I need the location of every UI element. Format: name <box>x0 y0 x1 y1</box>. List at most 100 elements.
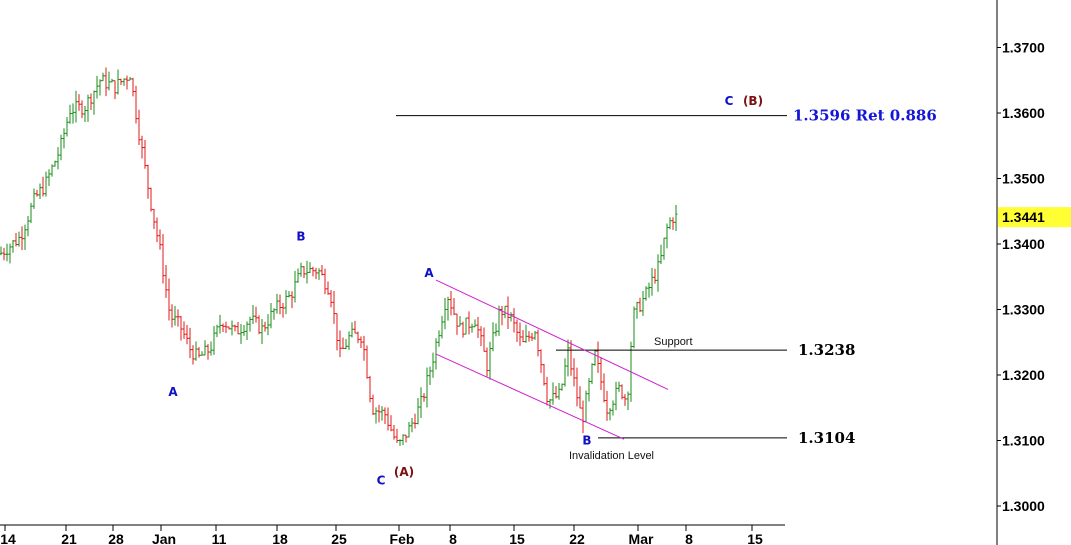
ohlc-bar <box>95 75 99 99</box>
x-tick-label: 15 <box>509 531 525 545</box>
y-tick-label: 1.3400 <box>1002 236 1045 252</box>
ohlc-bar <box>539 349 543 373</box>
ohlc-bar <box>524 324 528 343</box>
ohlc-bar <box>353 320 357 334</box>
ohlc-bar <box>44 171 48 197</box>
ohlc-bar <box>584 390 588 423</box>
ohlc-bar <box>512 308 516 333</box>
ohlc-bar <box>59 134 63 161</box>
ohlc-bar <box>416 398 420 425</box>
y-tick-label: 1.3300 <box>1002 302 1045 318</box>
ohlc-bar <box>47 169 51 187</box>
ohlc-bar <box>614 381 618 411</box>
ohlc-bar <box>461 321 465 338</box>
ohlc-bar <box>98 79 102 96</box>
channel-upper-line <box>435 279 669 390</box>
ohlc-bar <box>134 85 138 124</box>
ohlc-bar <box>113 80 117 100</box>
ohlc-bar <box>71 103 75 124</box>
ohlc-bar <box>515 319 519 342</box>
ohlc-bar <box>254 306 258 323</box>
wave-label: (A) <box>394 465 414 479</box>
ohlc-bar <box>311 266 315 277</box>
ohlc-bar <box>308 262 312 274</box>
ohlc-bar <box>536 329 540 357</box>
ohlc-bar <box>476 316 480 339</box>
x-tick-label: Mar <box>629 531 654 545</box>
ohlc-bar <box>605 390 609 421</box>
ohlc-bar <box>107 71 111 91</box>
ohlc-bar <box>326 281 330 295</box>
x-tick-label: 25 <box>331 531 347 545</box>
ohlc-bar <box>11 240 15 253</box>
ohlc-bar <box>32 188 36 209</box>
ohlc-bar <box>110 78 114 83</box>
ohlc-bar <box>56 147 60 170</box>
x-tick-label: 11 <box>212 531 227 545</box>
ohlc-bar <box>608 407 612 421</box>
ohlc-bar <box>398 439 402 446</box>
x-tick-label: 18 <box>272 531 288 545</box>
y-tick-label: 1.3600 <box>1002 105 1045 121</box>
ohlc-bar <box>644 286 648 301</box>
ohlc-bar <box>149 187 153 212</box>
ohlc-bar <box>296 268 300 283</box>
ohlc-bar <box>347 331 351 350</box>
ohlc-bar <box>101 72 105 82</box>
ohlc-bar <box>131 77 135 97</box>
ohlc-bar <box>320 265 324 276</box>
ohlc-bar <box>587 378 591 402</box>
ohlc-bar <box>545 376 549 406</box>
ohlc-bar <box>443 297 447 330</box>
ohlc-bar <box>575 367 579 407</box>
ohlc-bar <box>329 290 333 308</box>
level-label-invalidation: 1.3104 <box>798 429 855 447</box>
level-note-support: Support <box>654 336 693 348</box>
ohlc-bar <box>359 336 363 348</box>
ohlc-bar <box>194 341 198 361</box>
ohlc-bar <box>395 428 399 443</box>
ohlc-bar <box>203 340 207 356</box>
ohlc-bar <box>233 324 237 332</box>
ohlc-bar <box>215 324 219 338</box>
ohlc-bar <box>290 291 294 309</box>
ohlc-bar <box>407 422 411 438</box>
ohlc-bar <box>446 296 450 321</box>
ohlc-bar <box>380 406 384 421</box>
ohlc-bar <box>410 417 414 433</box>
ohlc-bar <box>317 268 321 280</box>
ohlc-bar <box>188 327 192 359</box>
ohlc-bar <box>530 332 534 341</box>
wave-label: (B) <box>743 94 763 108</box>
ohlc-bar <box>23 224 27 250</box>
ohlc-bar <box>602 373 606 403</box>
ohlc-bar <box>593 349 597 366</box>
ohlc-bar <box>581 400 585 434</box>
ohlc-bar <box>41 176 45 197</box>
ohlc-bar <box>419 387 423 419</box>
ohlc-bar <box>554 386 558 399</box>
ohlc-bar <box>473 319 477 328</box>
ohlc-bar <box>74 90 78 123</box>
ohlc-bar <box>533 330 537 340</box>
level-note-invalidation: Invalidation Level <box>569 450 654 462</box>
ohlc-bar <box>401 434 405 446</box>
ohlc-bar <box>77 94 81 111</box>
ohlc-bar <box>656 254 660 292</box>
ohlc-bar <box>500 305 504 326</box>
ohlc-bar <box>488 341 492 380</box>
ohlc-bar <box>281 302 285 318</box>
ohlc-bar <box>647 282 651 298</box>
x-tick-label: 28 <box>108 531 124 545</box>
ohlc-bar <box>38 183 42 199</box>
ohlc-bar <box>35 189 39 197</box>
ohlc-bar <box>671 217 675 230</box>
ohlc-bar <box>563 358 567 387</box>
ohlc-bar <box>266 314 270 336</box>
ohlc-bar <box>641 290 645 316</box>
ohlc-bar <box>50 164 54 177</box>
ohlc-bar <box>116 69 120 95</box>
x-tick-label: Feb <box>390 531 415 545</box>
x-tick-label: Jan <box>152 531 176 545</box>
